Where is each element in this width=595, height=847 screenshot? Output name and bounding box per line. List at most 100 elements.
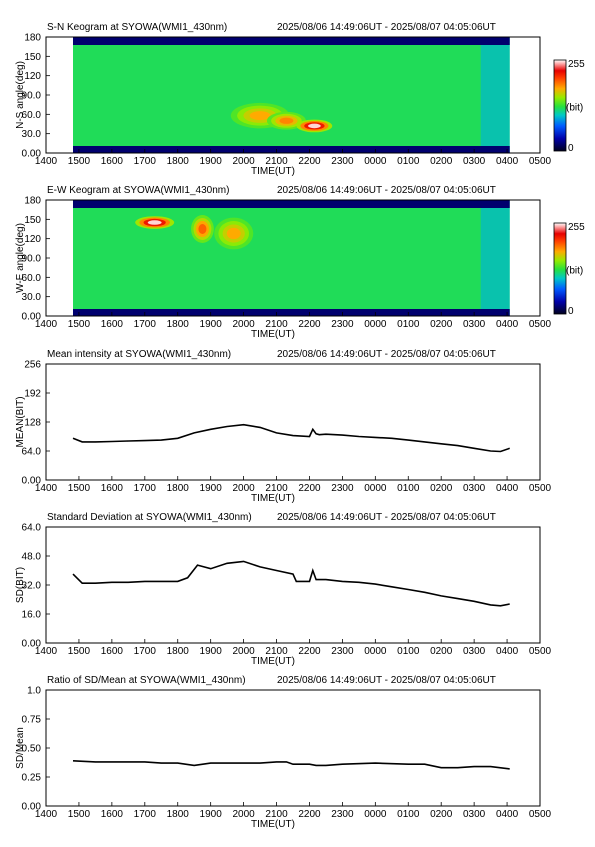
keogram-aurora-blob-2-level-3 bbox=[308, 123, 321, 129]
colorbar bbox=[553, 59, 567, 152]
x-tick-label: 0200 bbox=[430, 483, 453, 494]
y-tick-label: 60.0 bbox=[22, 110, 42, 121]
x-tick-label: 1800 bbox=[167, 483, 190, 494]
x-tick-label: 1400 bbox=[35, 809, 58, 820]
x-tick-label: 1900 bbox=[200, 483, 223, 494]
y-tick-label: 256 bbox=[24, 360, 41, 371]
keogram-horizon-top bbox=[73, 37, 510, 45]
keogram-aurora-blob-2-level-3 bbox=[226, 227, 241, 240]
keogram-background bbox=[73, 200, 510, 316]
y-tick-label: 0.75 bbox=[22, 715, 42, 726]
x-tick-label: 1500 bbox=[68, 646, 91, 657]
x-tick-label: 2100 bbox=[265, 156, 288, 167]
plot-frame bbox=[45, 36, 541, 154]
x-tick-label: 0100 bbox=[397, 809, 420, 820]
x-tick-label: 2000 bbox=[232, 646, 255, 657]
keogram-horizon-bottom bbox=[73, 146, 510, 153]
x-tick-label: 2000 bbox=[232, 319, 255, 330]
panel-title: E-W Keogram at SYOWA(WMI1_430nm) bbox=[47, 185, 229, 196]
plot-frame bbox=[45, 689, 541, 807]
x-tick-label: 1600 bbox=[101, 809, 124, 820]
series-line bbox=[72, 423, 510, 453]
y-tick-label: 30.0 bbox=[22, 292, 42, 303]
x-tick-label: 1800 bbox=[167, 809, 190, 820]
x-tick-label: 1600 bbox=[101, 646, 124, 657]
x-tick-label: 1600 bbox=[101, 319, 124, 330]
y-axis-label: N-S angle(deg) bbox=[15, 61, 26, 129]
x-tick-label: 1700 bbox=[134, 646, 157, 657]
panel-title: Ratio of SD/Mean at SYOWA(WMI1_430nm) bbox=[47, 675, 246, 686]
x-tick-label: 0300 bbox=[463, 646, 486, 657]
keogram-horizon-bottom bbox=[73, 309, 510, 316]
x-tick-label: 0500 bbox=[529, 809, 552, 820]
y-tick-label: 90.0 bbox=[22, 254, 42, 265]
x-tick-label: 0000 bbox=[364, 809, 387, 820]
x-axis-label: TIME(UT) bbox=[251, 819, 295, 830]
y-tick-label: 0.00 bbox=[22, 312, 42, 323]
x-tick-label: 1500 bbox=[68, 156, 91, 167]
x-tick-label: 1900 bbox=[200, 319, 223, 330]
colorbar-min-label: 0 bbox=[568, 143, 574, 154]
y-axis-label: W-E angle(deg) bbox=[15, 223, 26, 293]
x-tick-label: 1700 bbox=[134, 319, 157, 330]
y-tick-label: 150 bbox=[24, 215, 41, 226]
panel-time-range: 2025/08/06 14:49:06UT - 2025/08/07 04:05… bbox=[277, 349, 496, 360]
x-tick-label: 0000 bbox=[364, 646, 387, 657]
y-tick-label: 0.00 bbox=[22, 476, 42, 487]
x-tick-label: 0000 bbox=[364, 319, 387, 330]
x-tick-label: 2200 bbox=[298, 646, 321, 657]
x-tick-label: 1800 bbox=[167, 319, 190, 330]
keogram-dawn-region bbox=[480, 37, 510, 153]
colorbar-unit-label: (bit) bbox=[566, 266, 583, 277]
x-tick-label: 0200 bbox=[430, 319, 453, 330]
y-tick-label: 1.0 bbox=[27, 686, 41, 697]
x-tick-label: 2100 bbox=[265, 483, 288, 494]
x-tick-label: 2300 bbox=[331, 483, 354, 494]
x-tick-label: 0100 bbox=[397, 156, 420, 167]
x-tick-label: 0000 bbox=[364, 156, 387, 167]
x-tick-label: 0300 bbox=[463, 156, 486, 167]
x-axis-label: TIME(UT) bbox=[251, 493, 295, 504]
x-tick-label: 0400 bbox=[496, 809, 519, 820]
y-tick-label: 128 bbox=[24, 418, 41, 429]
x-tick-label: 0500 bbox=[529, 483, 552, 494]
x-tick-label: 0400 bbox=[496, 319, 519, 330]
x-tick-label: 0300 bbox=[463, 483, 486, 494]
x-tick-label: 0200 bbox=[430, 156, 453, 167]
x-axis-label: TIME(UT) bbox=[251, 166, 295, 177]
x-tick-label: 1700 bbox=[134, 809, 157, 820]
panel-title: S-N Keogram at SYOWA(WMI1_430nm) bbox=[47, 22, 227, 33]
keogram-aurora-blob-1-level-3 bbox=[198, 224, 207, 234]
y-axis-label: SD/Mean bbox=[15, 727, 26, 769]
panel-title: Standard Deviation at SYOWA(WMI1_430nm) bbox=[47, 512, 252, 523]
x-tick-label: 2000 bbox=[232, 156, 255, 167]
keogram-horizon-top bbox=[73, 200, 510, 208]
x-tick-label: 1500 bbox=[68, 809, 91, 820]
colorbar-max-label: 255 bbox=[568, 222, 585, 233]
panel-time-range: 2025/08/06 14:49:06UT - 2025/08/07 04:05… bbox=[277, 22, 496, 33]
x-tick-label: 0100 bbox=[397, 646, 420, 657]
x-tick-label: 1400 bbox=[35, 319, 58, 330]
x-tick-label: 2200 bbox=[298, 156, 321, 167]
panel-title: Mean intensity at SYOWA(WMI1_430nm) bbox=[47, 349, 231, 360]
keogram-aurora-blob-1-level-3 bbox=[279, 117, 294, 124]
x-tick-label: 2300 bbox=[331, 319, 354, 330]
y-tick-label: 90.0 bbox=[22, 91, 42, 102]
colorbar bbox=[553, 222, 567, 315]
x-tick-label: 1400 bbox=[35, 483, 58, 494]
x-tick-label: 1900 bbox=[200, 646, 223, 657]
x-tick-label: 1600 bbox=[101, 156, 124, 167]
panel-time-range: 2025/08/06 14:49:06UT - 2025/08/07 04:05… bbox=[277, 512, 496, 523]
y-axis-label: MEAN(BIT) bbox=[15, 396, 26, 447]
series-line bbox=[72, 760, 510, 770]
x-tick-label: 0100 bbox=[397, 483, 420, 494]
x-tick-label: 1900 bbox=[200, 156, 223, 167]
x-tick-label: 2200 bbox=[298, 483, 321, 494]
y-tick-label: 0.50 bbox=[22, 744, 42, 755]
y-tick-label: 0.00 bbox=[22, 802, 42, 813]
x-axis-label: TIME(UT) bbox=[251, 656, 295, 667]
panel-time-range: 2025/08/06 14:49:06UT - 2025/08/07 04:05… bbox=[277, 185, 496, 196]
plot-frame bbox=[45, 363, 541, 481]
y-tick-label: 16.0 bbox=[22, 610, 42, 621]
